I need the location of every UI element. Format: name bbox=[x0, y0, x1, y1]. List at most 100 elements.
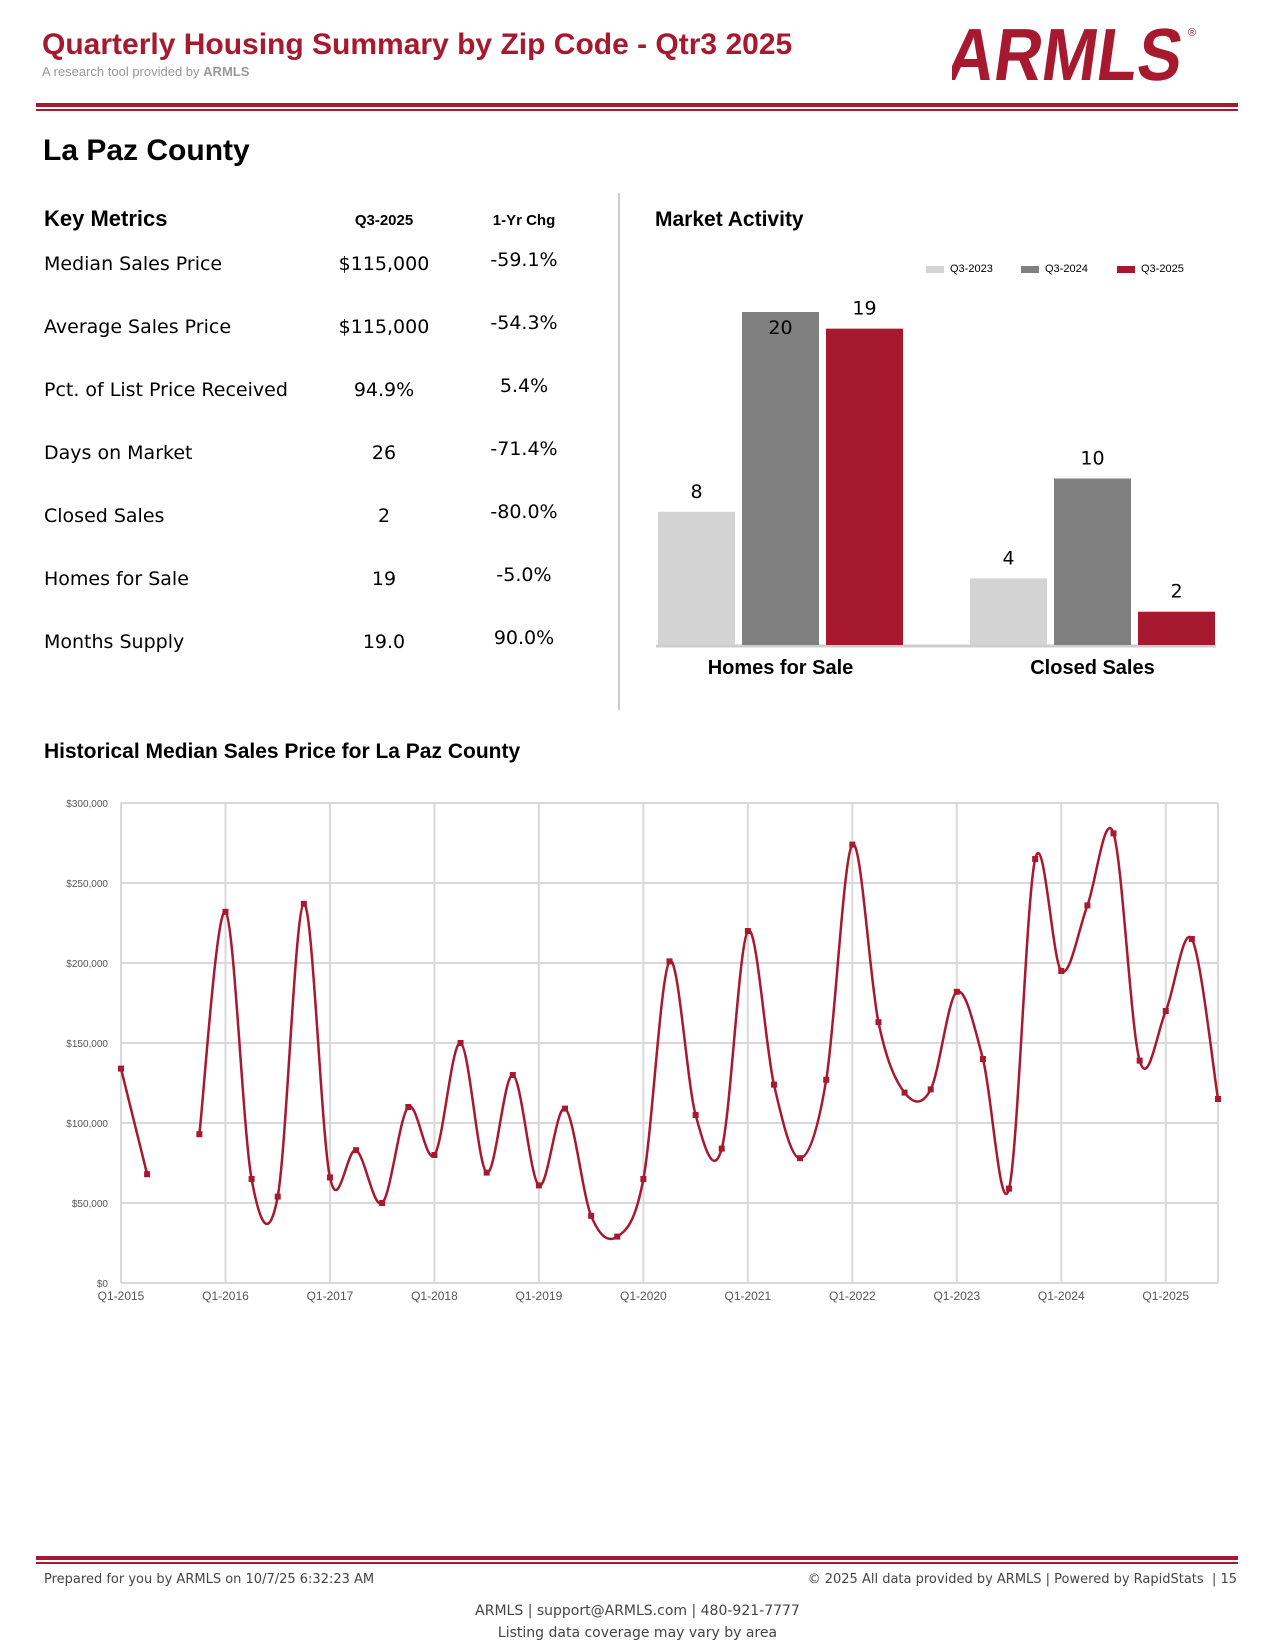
prepared-text: Prepared for you by ARMLS on 10/7/25 6:3… bbox=[44, 1572, 375, 1587]
legend-label: Q3-2023 bbox=[950, 263, 993, 275]
y-tick-label: $100,000 bbox=[66, 1119, 108, 1130]
x-tick-label: Q1-2018 bbox=[411, 1289, 458, 1303]
x-tick-label: Q1-2023 bbox=[933, 1289, 980, 1303]
footer-rule bbox=[36, 1556, 1238, 1560]
bar bbox=[742, 312, 819, 645]
x-tick-label: Q1-2024 bbox=[1038, 1289, 1085, 1303]
y-tick-label: $200,000 bbox=[66, 959, 108, 970]
logo-text: ARMLS bbox=[952, 22, 1188, 84]
metric-change: 90.0% bbox=[493, 627, 555, 649]
historical-median-price-chart: $0 $50,000 $100,000 $150,000 $200,000 $250,00… bbox=[66, 799, 1221, 1303]
market-activity-title: Market Activity bbox=[655, 208, 804, 231]
data-point bbox=[770, 1081, 777, 1088]
subtitle-brand: ARMLS bbox=[203, 64, 250, 79]
legend-swatch bbox=[926, 265, 944, 273]
x-tick-label: Q1-2019 bbox=[516, 1289, 563, 1303]
y-tick-label: $250,000 bbox=[66, 879, 108, 890]
armls-logo: ARMLS ® bbox=[952, 22, 1196, 84]
metric-change: -80.0% bbox=[490, 501, 558, 523]
data-point bbox=[1006, 1185, 1013, 1192]
x-tick-label: Q1-2015 bbox=[98, 1289, 145, 1303]
data-point bbox=[692, 1112, 699, 1118]
metric-change: 5.4% bbox=[499, 375, 549, 397]
data-point bbox=[274, 1193, 281, 1200]
legend-q3-2023: Q3-2023 bbox=[926, 263, 993, 275]
metric-value: 19 bbox=[371, 568, 397, 590]
category-label: Homes for Sale bbox=[708, 657, 854, 679]
data-point bbox=[196, 1131, 203, 1138]
metric-change: -59.1% bbox=[490, 249, 558, 271]
metric-label: Closed Sales bbox=[44, 505, 165, 527]
price-line bbox=[119, 1068, 149, 1175]
data-point bbox=[222, 908, 229, 915]
legend-q3-2024: Q3-2024 bbox=[1021, 263, 1088, 275]
legend-q3-2025: Q3-2025 bbox=[1117, 263, 1184, 275]
data-label: 19 bbox=[852, 298, 876, 320]
data-point bbox=[1162, 1008, 1169, 1014]
data-label: 8 bbox=[690, 481, 702, 503]
bar bbox=[1138, 611, 1215, 645]
data-point bbox=[849, 841, 856, 848]
header-rule-thin bbox=[36, 109, 1238, 111]
data-point bbox=[379, 1200, 386, 1206]
report-subtitle: A research tool provided by ARMLS bbox=[42, 64, 249, 79]
data-point bbox=[1188, 936, 1195, 942]
header-rule bbox=[36, 103, 1238, 107]
metric-row: Homes for Sale 19 -5.0% bbox=[44, 564, 574, 598]
bar bbox=[1054, 478, 1131, 645]
coverage-text: Listing data coverage may vary by area bbox=[497, 1625, 778, 1641]
data-point bbox=[483, 1169, 490, 1176]
x-tick-label: Q1-2016 bbox=[202, 1289, 249, 1303]
metric-row: Closed Sales 2 -80.0% bbox=[44, 501, 574, 535]
metric-value: $115,000 bbox=[338, 316, 430, 338]
data-point bbox=[1058, 968, 1065, 974]
data-point bbox=[1215, 1096, 1221, 1102]
metric-change: -71.4% bbox=[490, 438, 558, 460]
data-point bbox=[535, 1182, 542, 1189]
data-point bbox=[797, 1155, 804, 1162]
legend-label: Q3-2024 bbox=[1045, 263, 1088, 275]
data-label: 20 bbox=[768, 317, 792, 339]
metric-label: Average Sales Price bbox=[44, 316, 232, 338]
x-tick-label: Q1-2022 bbox=[829, 1289, 876, 1303]
key-metrics-title: Key Metrics bbox=[44, 206, 168, 231]
x-tick-label: Q1-2021 bbox=[725, 1289, 772, 1303]
data-point bbox=[979, 1056, 986, 1062]
data-label: 4 bbox=[1002, 547, 1014, 569]
data-label: 2 bbox=[1170, 581, 1182, 603]
data-point bbox=[326, 1174, 333, 1181]
data-point bbox=[405, 1104, 412, 1110]
col-header-value: Q3-2025 bbox=[354, 212, 414, 229]
contact-text: ARMLS | support@ARMLS.com | 480-921-7777 bbox=[475, 1603, 800, 1619]
subtitle-prefix: A research tool provided by bbox=[42, 64, 200, 79]
data-point bbox=[431, 1152, 438, 1158]
metric-label: Days on Market bbox=[44, 442, 193, 464]
metric-change: -54.3% bbox=[490, 312, 558, 334]
legend-swatch bbox=[1021, 265, 1039, 273]
data-point bbox=[118, 1065, 124, 1072]
data-point bbox=[1084, 902, 1091, 909]
data-point bbox=[509, 1072, 516, 1078]
y-tick-label: $0 bbox=[97, 1279, 109, 1290]
data-point bbox=[640, 1176, 647, 1182]
metric-label: Homes for Sale bbox=[44, 568, 189, 590]
metric-label: Pct. of List Price Received bbox=[44, 379, 288, 401]
metric-row: Pct. of List Price Received 94.9% 5.4% bbox=[44, 375, 574, 409]
data-point bbox=[300, 900, 307, 907]
data-point bbox=[875, 1019, 882, 1026]
data-point bbox=[823, 1076, 830, 1083]
data-point bbox=[614, 1233, 621, 1240]
col-header-change: 1-Yr Chg bbox=[492, 212, 556, 229]
historical-chart-title: Historical Median Sales Price for La Paz… bbox=[44, 740, 521, 763]
bar bbox=[826, 328, 903, 645]
data-point bbox=[248, 1176, 255, 1182]
data-point bbox=[144, 1171, 151, 1178]
y-tick-label: $300,000 bbox=[66, 799, 108, 810]
data-point bbox=[1110, 830, 1117, 837]
footer-rule-thin bbox=[36, 1562, 1238, 1564]
county-title: La Paz County bbox=[43, 134, 250, 167]
metric-row: Months Supply 19.0 90.0% bbox=[44, 627, 574, 661]
report-title: Quarterly Housing Summary by Zip Code - … bbox=[42, 28, 793, 61]
registered-mark: ® bbox=[1188, 27, 1196, 39]
metric-value: 26 bbox=[371, 442, 397, 464]
